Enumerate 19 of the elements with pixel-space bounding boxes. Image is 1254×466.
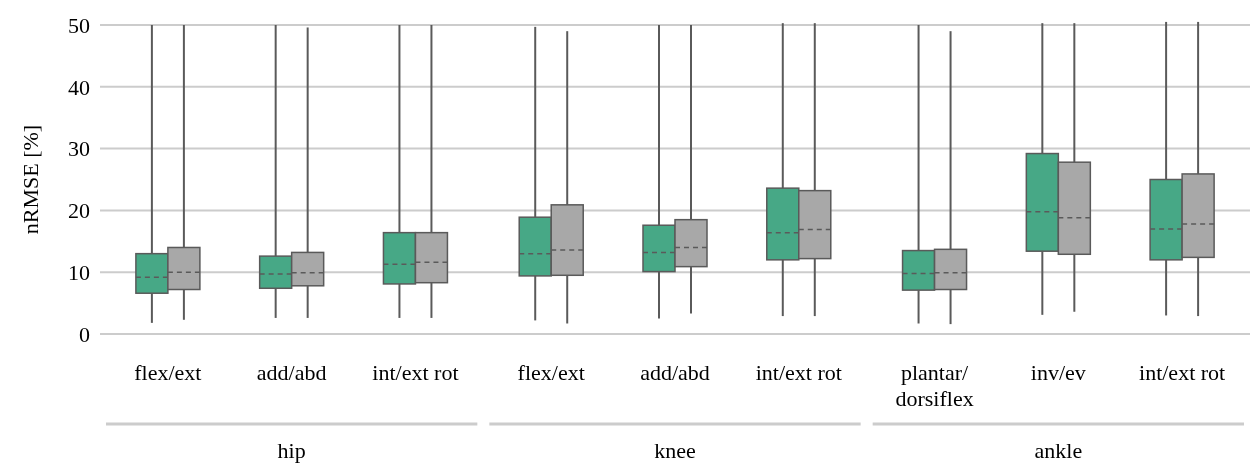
- text: knee: [654, 438, 696, 463]
- x-tick-label: add/abd: [640, 360, 710, 385]
- y-tick-label: 0: [79, 321, 90, 347]
- y-tick-label: 10: [68, 259, 90, 285]
- x-tick-label: plantar/dorsiflex: [895, 360, 974, 411]
- y-tick-label: 40: [68, 74, 90, 100]
- x-tick-label: add/abd: [256, 360, 327, 385]
- y-axis-title: nRMSE [%]: [18, 124, 43, 235]
- x-tick-label: flex/ext: [517, 360, 585, 385]
- y-tick-label: 20: [68, 198, 90, 224]
- y-tick-label: 50: [68, 12, 90, 38]
- x-tick-label: inv/ev: [1030, 360, 1086, 385]
- x-tick-label: int/ext rot: [1139, 360, 1226, 385]
- x-tick-label: int/ext rot: [372, 360, 459, 385]
- x-tick-label: flex/ext: [134, 360, 202, 385]
- text: hip: [277, 438, 306, 463]
- y-tick-label: 30: [68, 136, 90, 162]
- text: ankle: [1034, 438, 1083, 463]
- x-tick-label: int/ext rot: [755, 360, 842, 385]
